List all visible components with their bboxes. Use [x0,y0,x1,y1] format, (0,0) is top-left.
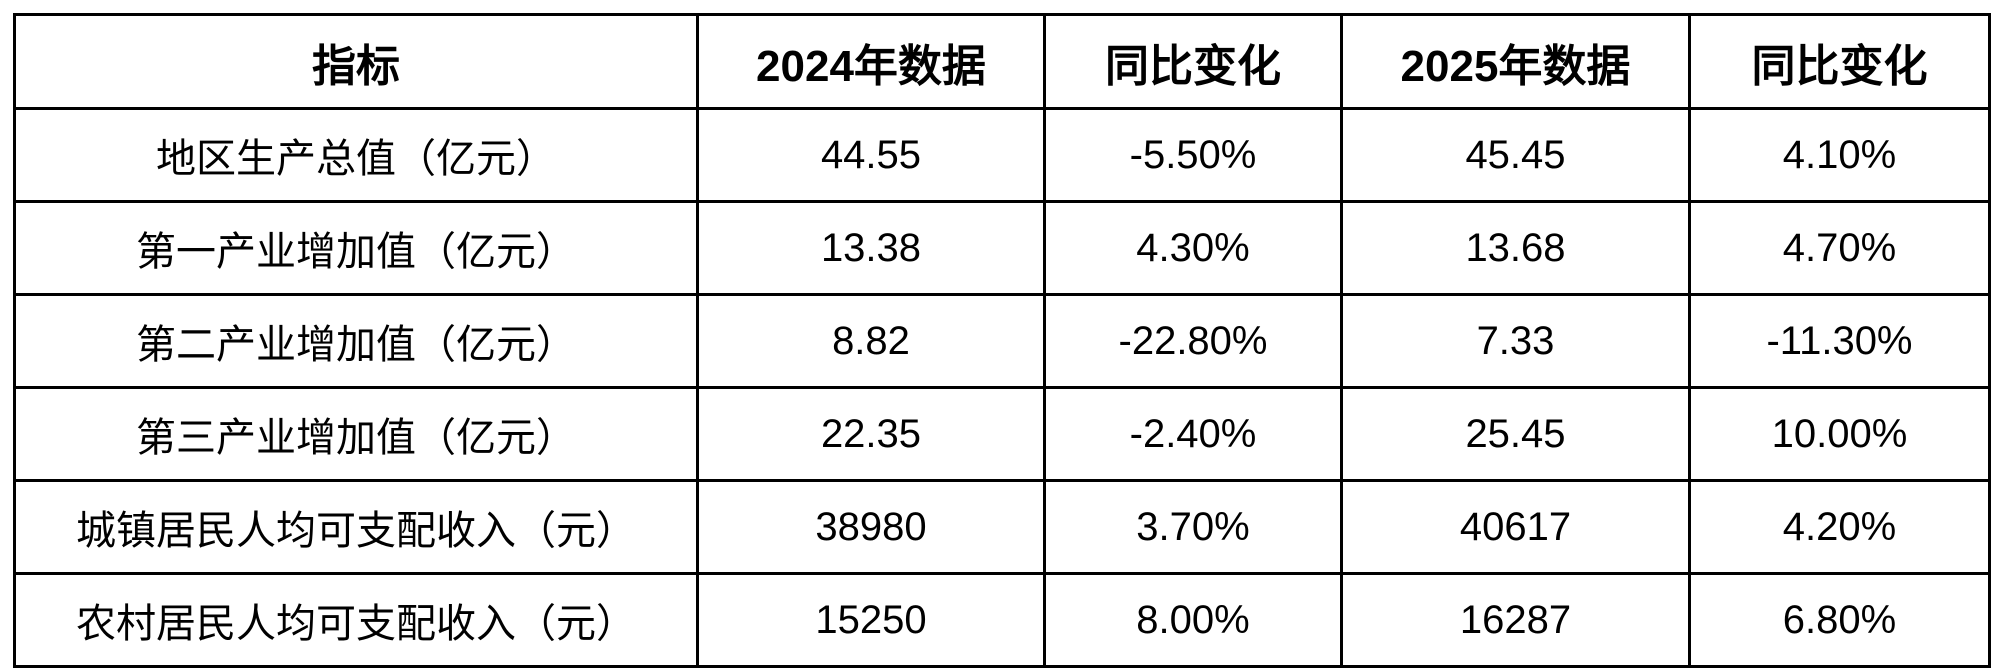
value-cell: 4.20% [1688,479,1991,575]
table-row: 城镇居民人均可支配收入（元） 38980 3.70% 40617 4.20% [13,479,1991,575]
table-body: 地区生产总值（亿元） 44.55 -5.50% 45.45 4.10% 第一产业增加值（亿… [13,107,1991,668]
value-cell: -11.30% [1688,293,1991,389]
value-cell: 38980 [696,479,1046,575]
header-cell-2024-data: 2024年数据 [696,13,1046,110]
value-cell: 40617 [1340,479,1691,575]
value-cell: 15250 [696,572,1046,668]
value-cell: 4.70% [1688,200,1991,296]
value-cell: 44.55 [696,107,1046,203]
indicator-label-cell: 农村居民人均可支配收入（元） [13,572,699,668]
value-cell: 7.33 [1340,293,1691,389]
value-cell: 13.38 [696,200,1046,296]
value-cell: 45.45 [1340,107,1691,203]
indicator-label-cell: 地区生产总值（亿元） [13,107,699,203]
value-cell: 4.30% [1043,200,1343,296]
table-row: 地区生产总值（亿元） 44.55 -5.50% 45.45 4.10% [13,107,1991,203]
value-cell: 4.10% [1688,107,1991,203]
value-cell: 8.00% [1043,572,1343,668]
value-cell: -2.40% [1043,386,1343,482]
indicator-label-cell: 第一产业增加值（亿元） [13,200,699,296]
header-cell-yoy-change-2024: 同比变化 [1043,13,1343,110]
indicator-label-cell: 城镇居民人均可支配收入（元） [13,479,699,575]
value-cell: 3.70% [1043,479,1343,575]
table-row: 第二产业增加值（亿元） 8.82 -22.80% 7.33 -11.30% [13,293,1991,389]
value-cell: 25.45 [1340,386,1691,482]
value-cell: 10.00% [1688,386,1991,482]
statistics-table: 指标 2024年数据 同比变化 2025年数据 同比变化 地区生产总值（亿元） 4… [13,13,1991,668]
value-cell: 8.82 [696,293,1046,389]
indicator-label-cell: 第三产业增加值（亿元） [13,386,699,482]
table-row: 农村居民人均可支配收入（元） 15250 8.00% 16287 6.80% [13,572,1991,668]
value-cell: -22.80% [1043,293,1343,389]
value-cell: -5.50% [1043,107,1343,203]
value-cell: 16287 [1340,572,1691,668]
value-cell: 22.35 [696,386,1046,482]
table-row: 第一产业增加值（亿元） 13.38 4.30% 13.68 4.70% [13,200,1991,296]
value-cell: 6.80% [1688,572,1991,668]
header-cell-indicator: 指标 [13,13,699,110]
header-cell-2025-data: 2025年数据 [1340,13,1691,110]
table-header: 指标 2024年数据 同比变化 2025年数据 同比变化 [13,13,1991,110]
value-cell: 13.68 [1340,200,1691,296]
header-cell-yoy-change-2025: 同比变化 [1688,13,1991,110]
header-row: 指标 2024年数据 同比变化 2025年数据 同比变化 [13,13,1991,110]
indicator-label-cell: 第二产业增加值（亿元） [13,293,699,389]
table-row: 第三产业增加值（亿元） 22.35 -2.40% 25.45 10.00% [13,386,1991,482]
